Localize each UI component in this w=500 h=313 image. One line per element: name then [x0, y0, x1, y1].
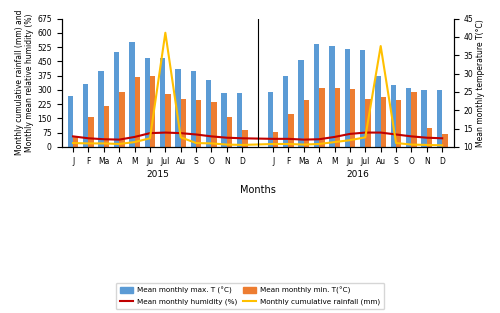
- Bar: [180, 99, 186, 147]
- Bar: [88, 117, 94, 147]
- Bar: [376, 75, 380, 147]
- Y-axis label: Mean monthly temperature T(°C): Mean monthly temperature T(°C): [476, 19, 485, 146]
- Bar: [150, 76, 156, 147]
- Bar: [380, 97, 386, 147]
- Bar: [268, 92, 273, 147]
- Bar: [190, 71, 196, 147]
- Bar: [273, 132, 278, 147]
- Bar: [396, 100, 402, 147]
- Bar: [366, 99, 370, 147]
- Bar: [222, 93, 227, 147]
- Bar: [406, 88, 411, 147]
- Bar: [73, 137, 78, 147]
- Bar: [427, 128, 432, 147]
- Bar: [319, 88, 324, 147]
- Bar: [360, 50, 366, 147]
- Bar: [298, 60, 304, 147]
- Legend: Mean monthly max. T (°C), Mean monthly humidity (%), Mean monthly min. T(°C), Mo: Mean monthly max. T (°C), Mean monthly h…: [116, 283, 384, 309]
- Bar: [422, 90, 427, 147]
- Bar: [212, 102, 217, 147]
- Bar: [288, 114, 294, 147]
- Bar: [83, 84, 88, 147]
- Text: 2015: 2015: [146, 170, 169, 179]
- Bar: [114, 52, 119, 147]
- Text: 2016: 2016: [346, 170, 369, 179]
- Bar: [129, 42, 134, 147]
- Bar: [227, 117, 232, 147]
- Bar: [196, 100, 202, 147]
- Bar: [160, 59, 166, 147]
- Bar: [119, 92, 124, 147]
- Bar: [437, 90, 442, 147]
- Bar: [412, 92, 417, 147]
- Bar: [144, 59, 150, 147]
- Text: Months: Months: [240, 185, 276, 195]
- Bar: [350, 89, 356, 147]
- Bar: [237, 93, 242, 147]
- Bar: [176, 69, 180, 147]
- Bar: [166, 94, 170, 147]
- Bar: [242, 130, 248, 147]
- Bar: [206, 80, 212, 147]
- Bar: [334, 88, 340, 147]
- Bar: [329, 46, 334, 147]
- Bar: [344, 49, 350, 147]
- Bar: [390, 85, 396, 147]
- Bar: [104, 106, 109, 147]
- Bar: [68, 95, 73, 147]
- Bar: [314, 44, 319, 147]
- Bar: [442, 134, 448, 147]
- Bar: [134, 77, 140, 147]
- Bar: [304, 100, 309, 147]
- Bar: [98, 71, 104, 147]
- Bar: [283, 76, 288, 147]
- Y-axis label: Monthly cumulative rainfall (mm) and
Monthly mean relative humidity (%): Monthly cumulative rainfall (mm) and Mon…: [15, 10, 34, 156]
